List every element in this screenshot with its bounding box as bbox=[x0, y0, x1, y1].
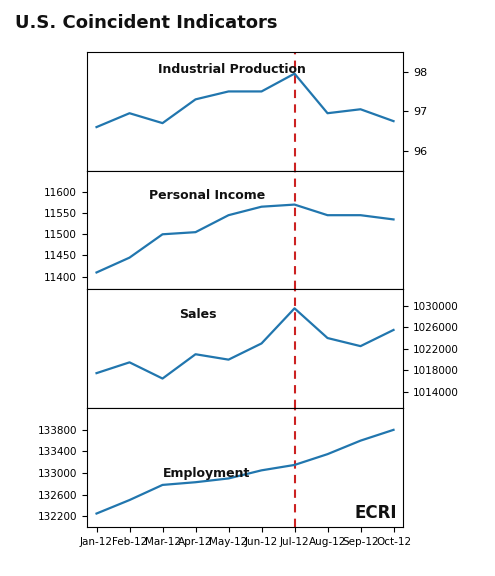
Text: Personal Income: Personal Income bbox=[149, 189, 265, 202]
Text: U.S. Coincident Indicators: U.S. Coincident Indicators bbox=[15, 14, 277, 32]
Text: Industrial Production: Industrial Production bbox=[158, 63, 306, 76]
Text: Employment: Employment bbox=[163, 467, 250, 480]
Text: ECRI: ECRI bbox=[354, 505, 397, 522]
Text: Sales: Sales bbox=[179, 308, 216, 321]
